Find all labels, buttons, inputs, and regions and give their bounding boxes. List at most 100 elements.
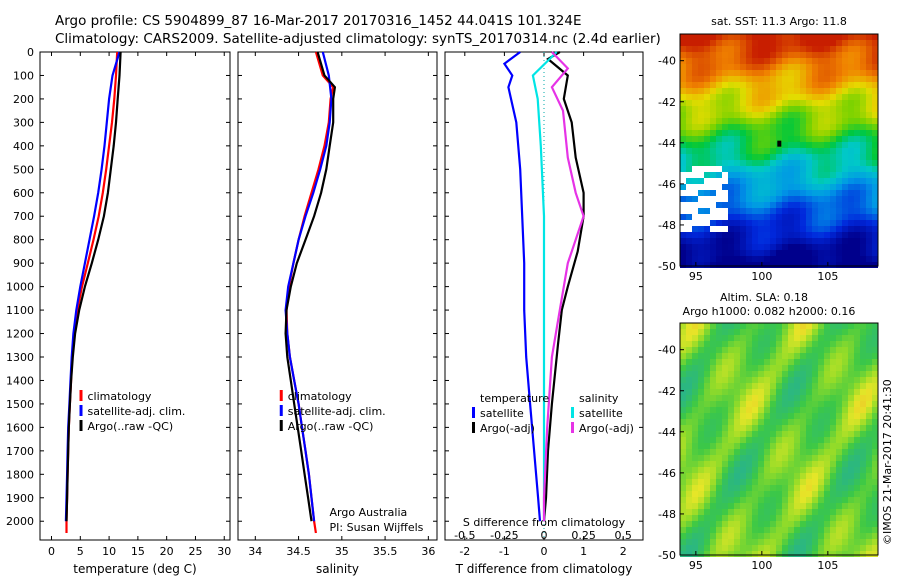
series-line-temperature-satellite xyxy=(502,51,542,522)
y-tick-label: 1300 xyxy=(6,351,34,364)
copyright-credit: ©IMOS 21-Mar-2017 20:41:30 xyxy=(881,379,894,545)
map-panel-sst_map: 95 100 105 -40 -42 -44 -46 -48 -50 sat. SST: 11.3… xyxy=(658,15,879,283)
x-tick-label: 5 xyxy=(77,545,84,558)
x-tick-label: 1 xyxy=(580,545,587,558)
panel-annotation: PI: Susan Wijffels xyxy=(330,521,424,534)
x-tick-label: 0 xyxy=(541,545,548,558)
y-tick-label: 1900 xyxy=(6,492,34,505)
series-line-satellite-adj-clim- xyxy=(284,51,333,522)
x-tick-label: 0 xyxy=(48,545,55,558)
x-tick-label: 100 xyxy=(751,270,772,283)
y-tick-label: 600 xyxy=(13,187,34,200)
y-tick-label: 1100 xyxy=(6,304,34,317)
s-diff-tick-label: 0.25 xyxy=(571,529,596,542)
legend-label: Argo(-adj) xyxy=(480,422,535,435)
y-tick-label: -44 xyxy=(658,137,676,150)
x-tick-label: 35.5 xyxy=(373,545,398,558)
y-tick-label: 400 xyxy=(13,140,34,153)
x-tick-label: 95 xyxy=(689,559,703,572)
series-line-climatology xyxy=(65,51,119,533)
x-tick-label: -2 xyxy=(459,545,470,558)
y-tick-label: 700 xyxy=(13,210,34,223)
x-tick-label: 10 xyxy=(102,545,116,558)
y-tick-label: -50 xyxy=(658,260,676,273)
x-tick-label: 105 xyxy=(817,270,838,283)
legend-label: satellite-adj. clim. xyxy=(288,405,386,418)
s-diff-axis-label: S difference from climatology xyxy=(463,516,626,529)
series-line-salinity-satellite xyxy=(531,51,558,522)
y-tick-label: 1600 xyxy=(6,421,34,434)
y-tick-label: -46 xyxy=(658,178,676,191)
map-frame xyxy=(679,33,879,267)
legend-label: Argo(-adj) xyxy=(579,422,634,435)
y-tick-label: 2000 xyxy=(6,515,34,528)
x-tick-label: 25 xyxy=(188,545,202,558)
y-tick-label: -48 xyxy=(658,219,676,232)
s-diff-tick-label: 0.5 xyxy=(614,529,632,542)
legend-label: Argo(..raw -QC) xyxy=(288,420,374,433)
figure-title-line1: Argo profile: CS 5904899_87 16-Mar-2017 … xyxy=(55,13,582,29)
series-line-salinity-argo-adj- xyxy=(542,51,585,522)
map-panel-sla_map: 95 100 105 -40 -42 -44 -46 -48 -50 Altim. SLA: 0.… xyxy=(658,291,879,572)
y-tick-label: -48 xyxy=(658,508,676,521)
x-axis-label: temperature (deg C) xyxy=(73,562,196,576)
y-tick-label: -40 xyxy=(658,55,676,68)
x-tick-label: 100 xyxy=(751,559,772,572)
legend-title-salinity: salinity xyxy=(579,392,619,405)
y-tick-label: 1800 xyxy=(6,468,34,481)
x-tick-label: 105 xyxy=(817,559,838,572)
x-tick-label: 30 xyxy=(217,545,231,558)
legend-label: satellite xyxy=(480,407,524,420)
x-tick-label: -1 xyxy=(499,545,510,558)
legend-swatch xyxy=(279,420,283,431)
y-tick-label: 0 xyxy=(27,46,34,59)
y-tick-label: 1400 xyxy=(6,374,34,387)
legend-swatch xyxy=(472,422,475,433)
x-tick-label: 34 xyxy=(248,545,262,558)
y-tick-label: 300 xyxy=(13,116,34,129)
y-tick-label: 200 xyxy=(13,93,34,106)
x-tick-label: 20 xyxy=(160,545,174,558)
y-tick-label: 800 xyxy=(13,234,34,247)
legend-swatch xyxy=(571,407,574,418)
plot-frame xyxy=(39,51,231,541)
s-diff-tick-label: -0.5 xyxy=(454,529,475,542)
s-diff-tick-label: -0.25 xyxy=(490,529,518,542)
legend-swatch xyxy=(79,405,83,416)
map-frame xyxy=(679,322,879,556)
y-tick-label: -42 xyxy=(658,385,676,398)
series-line-climatology xyxy=(285,51,335,534)
x-tick-label: 95 xyxy=(689,270,703,283)
legend-swatch xyxy=(79,420,83,431)
legend-label: climatology xyxy=(288,390,352,403)
legend-swatch xyxy=(79,390,83,401)
x-tick-label: 35 xyxy=(335,545,349,558)
plot-frame xyxy=(237,51,438,541)
y-tick-label: 1000 xyxy=(6,281,34,294)
x-axis-label: T difference from climatology xyxy=(455,562,633,576)
map-title: Altim. SLA: 0.18 xyxy=(720,291,808,304)
x-tick-label: 34.5 xyxy=(286,545,311,558)
profile-panel-temperature: 0100200300400500600700800900100011001200… xyxy=(6,46,231,576)
map-subtitle: Argo h1000: 0.082 h2000: 0.16 xyxy=(683,305,856,318)
y-tick-label: 1500 xyxy=(6,398,34,411)
figure-title-line2: Climatology: CARS2009. Satellite-adjuste… xyxy=(55,31,661,47)
y-tick-label: 1700 xyxy=(6,445,34,458)
y-tick-label: 500 xyxy=(13,163,34,176)
series-line-argo-raw-qc- xyxy=(65,51,122,522)
legend-label: Argo(..raw -QC) xyxy=(88,420,174,433)
legend-swatch xyxy=(279,405,283,416)
y-tick-label: 100 xyxy=(13,69,34,82)
s-diff-tick-label: 0 xyxy=(541,529,548,542)
x-tick-label: 2 xyxy=(620,545,627,558)
y-tick-label: -46 xyxy=(658,467,676,480)
legend-swatch xyxy=(279,390,283,401)
legend-swatch xyxy=(472,407,475,418)
y-tick-label: 900 xyxy=(13,257,34,270)
heatmap-cells xyxy=(680,323,878,557)
map-title: sat. SST: 11.3 Argo: 11.8 xyxy=(711,15,847,28)
series-line-argo-raw-qc- xyxy=(284,51,337,522)
profile-panel-difference: -2 -1 0 1 2 T difference from climatology -0.5… xyxy=(444,51,644,576)
legend-title-temperature: temperature xyxy=(480,392,549,405)
